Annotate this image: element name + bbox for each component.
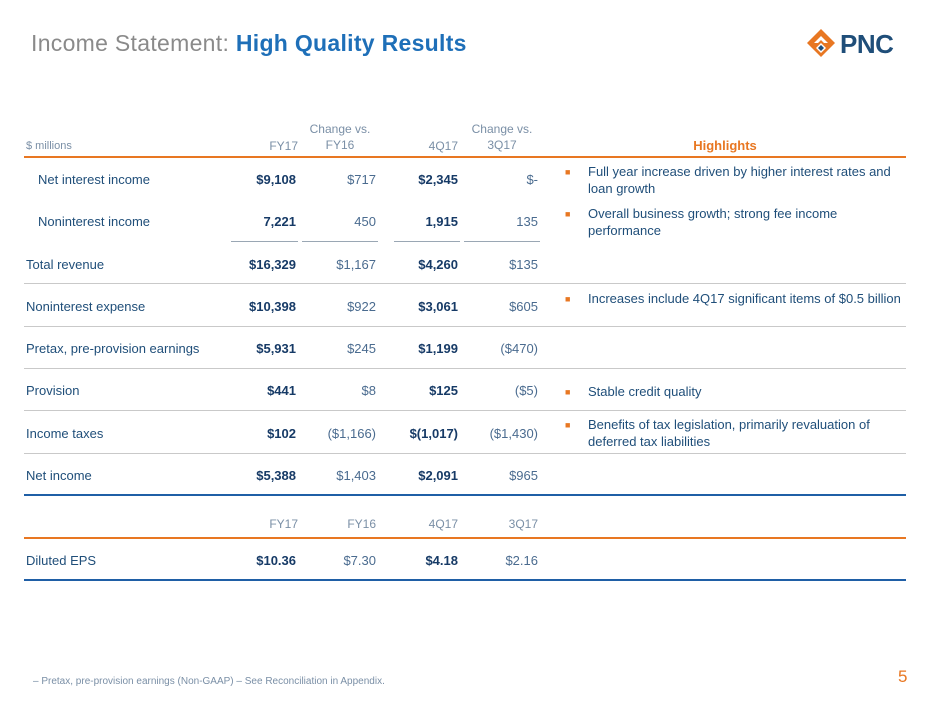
eps-col-4q17: 4Q17 (428, 517, 458, 531)
pnc-mark-icon (807, 29, 835, 57)
col-4q17: 4Q17 (428, 139, 458, 153)
pnc-logo: PNC (806, 28, 910, 59)
header-rule (24, 156, 906, 158)
highlight-text: Benefits of tax legislation, primarily r… (588, 417, 870, 449)
cell-chg-fy16: $717 (347, 172, 376, 187)
row-label: Provision (26, 383, 80, 398)
cell-fy17: $441 (267, 383, 296, 398)
row-label: Noninterest income (38, 214, 150, 229)
cell-chg-fy16: $922 (347, 299, 376, 314)
col-chg-3q17-l2: 3Q17 (487, 138, 517, 152)
title-strong: High Quality Results (235, 30, 467, 56)
bullet-icon: ■ (565, 387, 571, 397)
bullet-icon: ■ (565, 167, 571, 177)
row-divider (24, 283, 906, 284)
cell-chg-fy16: ($1,166) (327, 426, 376, 441)
row-divider (24, 326, 906, 327)
cell-fy17: $16,329 (249, 257, 296, 272)
cell-chg-3q17: $- (526, 172, 538, 187)
cell-fy17: $5,931 (256, 341, 296, 356)
table-bottom-rule (24, 494, 906, 496)
cell-fy17: $5,388 (256, 468, 296, 483)
eps-4q17: $4.18 (425, 553, 458, 568)
cell-fy17: $10,398 (249, 299, 296, 314)
row-label: Net interest income (38, 172, 150, 187)
row-label: Total revenue (26, 257, 105, 272)
cell-chg-fy16: $8 (361, 383, 376, 398)
highlight-text: Increases include 4Q17 significant items… (588, 291, 901, 306)
eps-fy17: $10.36 (256, 553, 296, 568)
page-title: Income Statement: High Quality Results (31, 30, 467, 57)
bullet-icon: ■ (565, 294, 571, 304)
cell-4q17: $(1,017) (409, 426, 458, 441)
row-label: Noninterest expense (26, 299, 146, 314)
cell-chg-3q17: 135 (516, 214, 538, 229)
eps-header-rule (24, 537, 906, 539)
eps-fy16: $7.30 (343, 553, 376, 568)
cell-chg-3q17: ($5) (514, 383, 538, 398)
col-chg-fy16-l1: Change vs. (309, 122, 371, 136)
eps-col-fy17: FY17 (269, 517, 298, 531)
cell-4q17: $3,061 (418, 299, 458, 314)
cell-fy17: $102 (267, 426, 296, 441)
cell-chg-fy16: $1,167 (336, 257, 376, 272)
cell-chg-fy16: $245 (347, 341, 376, 356)
row-label: Net income (26, 468, 92, 483)
col-chg-fy16-l2: FY16 (325, 138, 355, 152)
footnote: – Pretax, pre-provision earnings (Non-GA… (33, 676, 385, 687)
row-divider (24, 453, 906, 454)
row-divider (24, 368, 906, 369)
bullet-icon: ■ (565, 420, 571, 430)
logo-wordmark: PNC (840, 29, 894, 59)
subtotal-rule (464, 241, 540, 242)
cell-chg-3q17: $605 (509, 299, 538, 314)
highlight-text: Overall business growth; strong fee inco… (588, 206, 838, 238)
cell-chg-3q17: $965 (509, 468, 538, 483)
row-label: Income taxes (26, 426, 104, 441)
cell-4q17: $4,260 (418, 257, 458, 272)
page-number: 5 (898, 667, 908, 686)
eps-3q17: $2.16 (505, 553, 538, 568)
cell-4q17: $1,199 (418, 341, 458, 356)
highlight-text: Stable credit quality (588, 384, 702, 399)
cell-chg-fy16: 450 (354, 214, 376, 229)
col-fy17: FY17 (269, 139, 298, 153)
units-label: $ millions (26, 140, 72, 152)
row-label: Pretax, pre-provision earnings (26, 341, 200, 356)
cell-chg-fy16: $1,403 (336, 468, 376, 483)
cell-4q17: $2,091 (418, 468, 458, 483)
eps-col-3q17: 3Q17 (508, 517, 538, 531)
cell-chg-3q17: ($470) (500, 341, 538, 356)
eps-bottom-rule (24, 579, 906, 581)
subtotal-rule (394, 241, 460, 242)
highlight-text: Full year increase driven by higher inte… (588, 164, 891, 196)
row-divider (24, 410, 906, 411)
cell-fy17: $9,108 (256, 172, 296, 187)
bullet-icon: ■ (565, 209, 571, 219)
title-prefix: Income Statement: (31, 30, 230, 56)
subtotal-rule (302, 241, 378, 242)
cell-chg-3q17: $135 (509, 257, 538, 272)
cell-4q17: $125 (429, 383, 458, 398)
col-highlights: Highlights (693, 138, 757, 153)
subtotal-rule (231, 241, 298, 242)
cell-chg-3q17: ($1,430) (489, 426, 538, 441)
eps-col-fy16: FY16 (347, 517, 376, 531)
cell-4q17: $2,345 (418, 172, 458, 187)
cell-fy17: 7,221 (263, 214, 296, 229)
eps-label: Diluted EPS (26, 553, 97, 568)
col-chg-3q17-l1: Change vs. (471, 122, 533, 136)
cell-4q17: 1,915 (425, 214, 458, 229)
